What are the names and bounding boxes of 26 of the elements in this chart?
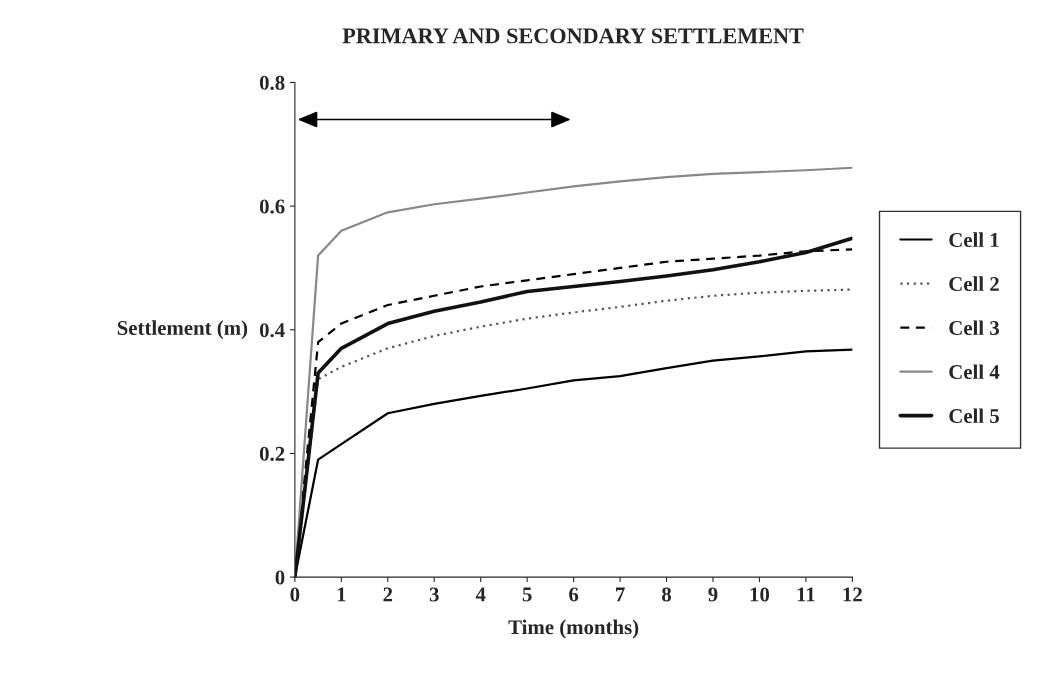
x-tick-label: 8 (662, 587, 672, 602)
y-tick-label: 0 (275, 570, 285, 585)
legend-label: Cell 5 (949, 408, 999, 424)
x-tick-label: 4 (475, 587, 486, 602)
y-tick-label: 0.4 (259, 323, 285, 338)
x-tick-label: 7 (616, 587, 625, 602)
x-tick-label: 2 (383, 587, 393, 602)
x-tick-label: 9 (708, 587, 718, 602)
y-tick-label: 0.2 (259, 446, 285, 461)
y-axis-title: Settlement (m) (117, 320, 248, 340)
x-tick-label: 12 (843, 587, 862, 602)
x-tick-label: 6 (569, 587, 579, 602)
legend-label: Cell 4 (949, 364, 1000, 380)
y-tick-label: 0.8 (259, 75, 285, 90)
x-axis-title: Time (months) (508, 619, 639, 639)
x-tick-label: 3 (429, 587, 439, 602)
x-tick-label: 1 (337, 587, 346, 602)
x-tick-label: 11 (797, 587, 815, 602)
chart-title: PRIMARY AND SECONDARY SETTLEMENT (342, 28, 804, 44)
x-tick-label: 10 (750, 587, 770, 602)
x-tick-label: 0 (290, 587, 300, 602)
x-tick-label: 5 (522, 587, 532, 602)
legend-label: Cell 3 (949, 320, 1000, 336)
legend-label: Cell 1 (949, 232, 999, 247)
legend-label: Cell 2 (949, 276, 999, 292)
y-tick-label: 0.6 (259, 199, 285, 214)
